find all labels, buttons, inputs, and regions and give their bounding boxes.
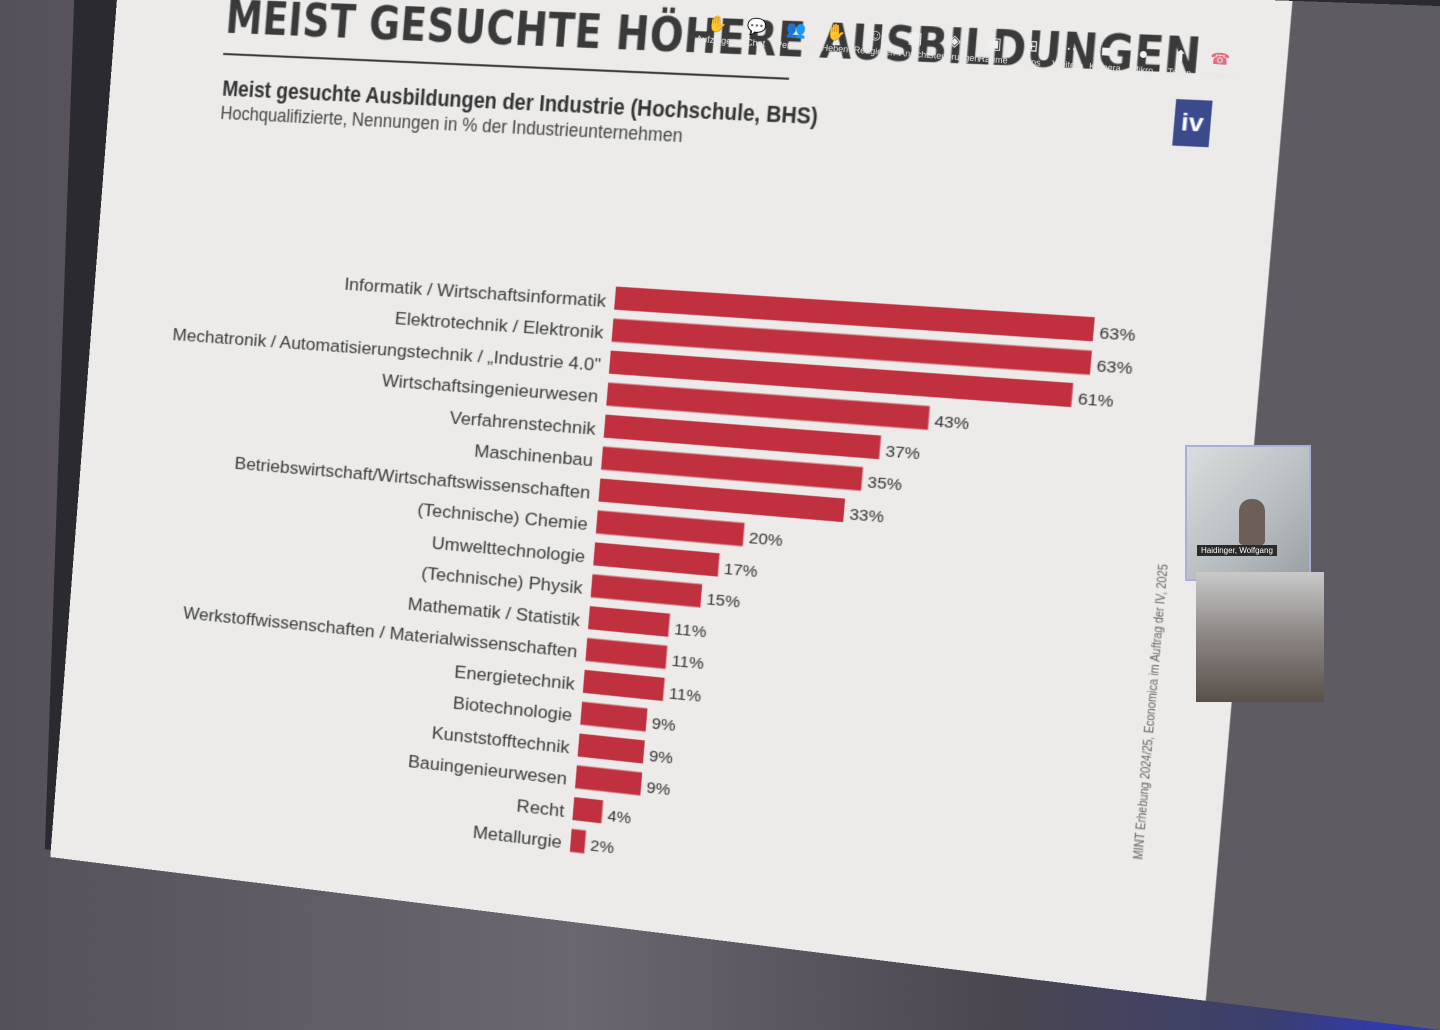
toolbar-rooms-button[interactable]: ▣ Räume — [977, 34, 1010, 66]
toolbar-label: Apps — [1020, 56, 1041, 67]
raise-hand-icon: ✋ — [707, 15, 728, 36]
category-label: Kunststofftechnik — [431, 723, 571, 758]
bar — [580, 702, 647, 732]
category-label: Metallurgie — [472, 823, 563, 853]
category-label: Umwelttechnologie — [431, 533, 586, 567]
value-label: 15% — [706, 592, 741, 612]
rooms-icon: ▣ — [986, 34, 1002, 55]
toolbar-shield-button[interactable]: ◈ Steuerungen — [935, 31, 973, 63]
category-label: (Technische) Chemie — [417, 500, 589, 535]
toolbar-camera-button[interactable]: ■ Kamera — [1089, 41, 1123, 73]
bar — [583, 670, 665, 701]
category-label: Energietechnik — [454, 662, 576, 694]
bar-chart: Informatik / Wirtschaftsinformatik 63% Ele… — [51, 135, 1276, 995]
value-label: 4% — [607, 808, 632, 828]
grid-icon: ▦ — [907, 29, 923, 50]
participant-figure — [1239, 499, 1265, 545]
shield-icon: ◈ — [948, 31, 962, 52]
category-label: (Technische) Physik — [421, 564, 584, 599]
value-label: 17% — [723, 561, 758, 581]
category-label: Bauingenieurwesen — [407, 752, 567, 789]
toolbar-label: Teilen — [1167, 67, 1191, 79]
value-label: 11% — [671, 654, 704, 674]
bar — [570, 829, 586, 854]
hangup-icon: ☎ — [1209, 50, 1230, 71]
category-label: Verfahrenstechnik — [449, 408, 597, 439]
presentation-slide: MEIST GESUCHTE HÖHERE AUSBILDUNGEN Meist… — [50, 0, 1292, 1001]
value-label: 63% — [1099, 325, 1136, 345]
smiley-icon: ☺ — [867, 26, 885, 47]
toolbar-label: Personen — [776, 39, 815, 52]
room-video[interactable] — [1196, 572, 1324, 702]
toolbar-label: Chat — [746, 37, 766, 48]
toolbar-people-button[interactable]: 👥 Personen — [777, 20, 815, 52]
value-label: 2% — [590, 838, 615, 858]
hand-icon: ✋ — [825, 23, 846, 44]
chat-icon: 💬 — [746, 17, 767, 38]
value-label: 61% — [1077, 391, 1114, 411]
toolbar-apps-button[interactable]: ⊞ Apps — [1014, 36, 1047, 68]
toolbar-grid-button[interactable]: ▦ Ansicht — [898, 28, 931, 60]
value-label: 9% — [651, 716, 676, 735]
toolbar-label: Aufzeigen — [696, 34, 737, 47]
bar — [588, 606, 670, 637]
value-label: 9% — [648, 748, 673, 767]
value-label: 9% — [646, 780, 671, 800]
toolbar-hangup-button[interactable]: ☎ Verlassen — [1201, 49, 1239, 81]
bar — [596, 510, 745, 546]
value-label: 11% — [668, 686, 701, 706]
participant-name: Haidinger, Wolfgang — [1197, 545, 1277, 556]
toolbar-raise-hand-button[interactable]: ✋ Aufzeigen — [698, 14, 736, 46]
value-label: 43% — [934, 414, 970, 434]
bar — [593, 542, 719, 576]
toolbar-label: Heben — [821, 43, 848, 55]
category-label: Informatik / Wirtschaftsinformatik — [344, 274, 608, 311]
value-label: 11% — [674, 622, 707, 642]
apps-icon: ⊞ — [1024, 37, 1039, 58]
value-label: 35% — [867, 475, 903, 495]
mic-icon: ● — [1138, 45, 1149, 66]
category-label: Mathematik / Statistik — [407, 594, 581, 630]
toolbar-label: Verlassen — [1199, 69, 1239, 82]
value-label: 37% — [885, 443, 921, 463]
toolbar-chat-button[interactable]: 💬 Chat — [740, 17, 773, 49]
category-label: Elektrotechnik / Elektronik — [394, 309, 605, 343]
toolbar-label: Räume — [978, 54, 1008, 66]
category-label: Wirtschaftsingenieurwesen — [381, 371, 599, 407]
share-icon: ⬆ — [1173, 47, 1188, 68]
toolbar-more-button[interactable]: ⋯ Weitere — [1052, 39, 1085, 71]
toolbar-smiley-button[interactable]: ☺ Reagieren — [856, 25, 894, 57]
bar — [572, 797, 603, 823]
toolbar-hand-button[interactable]: ✋ Heben — [819, 22, 852, 54]
bar — [585, 638, 667, 669]
bar-chart-svg: Informatik / Wirtschaftsinformatik 63% Ele… — [51, 135, 1276, 995]
toolbar-label: Ansicht — [899, 48, 929, 60]
toolbar-share-button[interactable]: ⬆ Teilen — [1163, 47, 1196, 79]
more-icon: ⋯ — [1060, 39, 1077, 60]
category-label: Maschinenbau — [474, 442, 594, 471]
toolbar-label: Mikro — [1131, 64, 1154, 76]
bar — [575, 765, 642, 795]
toolbar-label: Kamera — [1089, 61, 1121, 73]
value-label: 33% — [849, 507, 885, 527]
toolbar-mic-button[interactable]: ● Mikro — [1126, 44, 1159, 76]
toolbar-label: Weitere — [1052, 59, 1083, 71]
toolbar-label: Steuerungen — [928, 50, 980, 64]
bar — [578, 733, 645, 763]
category-label: Biotechnologie — [452, 694, 573, 726]
camera-icon: ■ — [1100, 42, 1111, 63]
category-label: Recht — [516, 796, 566, 821]
participant-video[interactable]: Haidinger, Wolfgang — [1185, 445, 1311, 581]
value-label: 63% — [1096, 359, 1133, 379]
toolbar-label: Reagieren — [853, 45, 895, 58]
value-label: 20% — [748, 531, 783, 551]
bar — [591, 574, 703, 607]
people-icon: 👥 — [786, 20, 807, 41]
